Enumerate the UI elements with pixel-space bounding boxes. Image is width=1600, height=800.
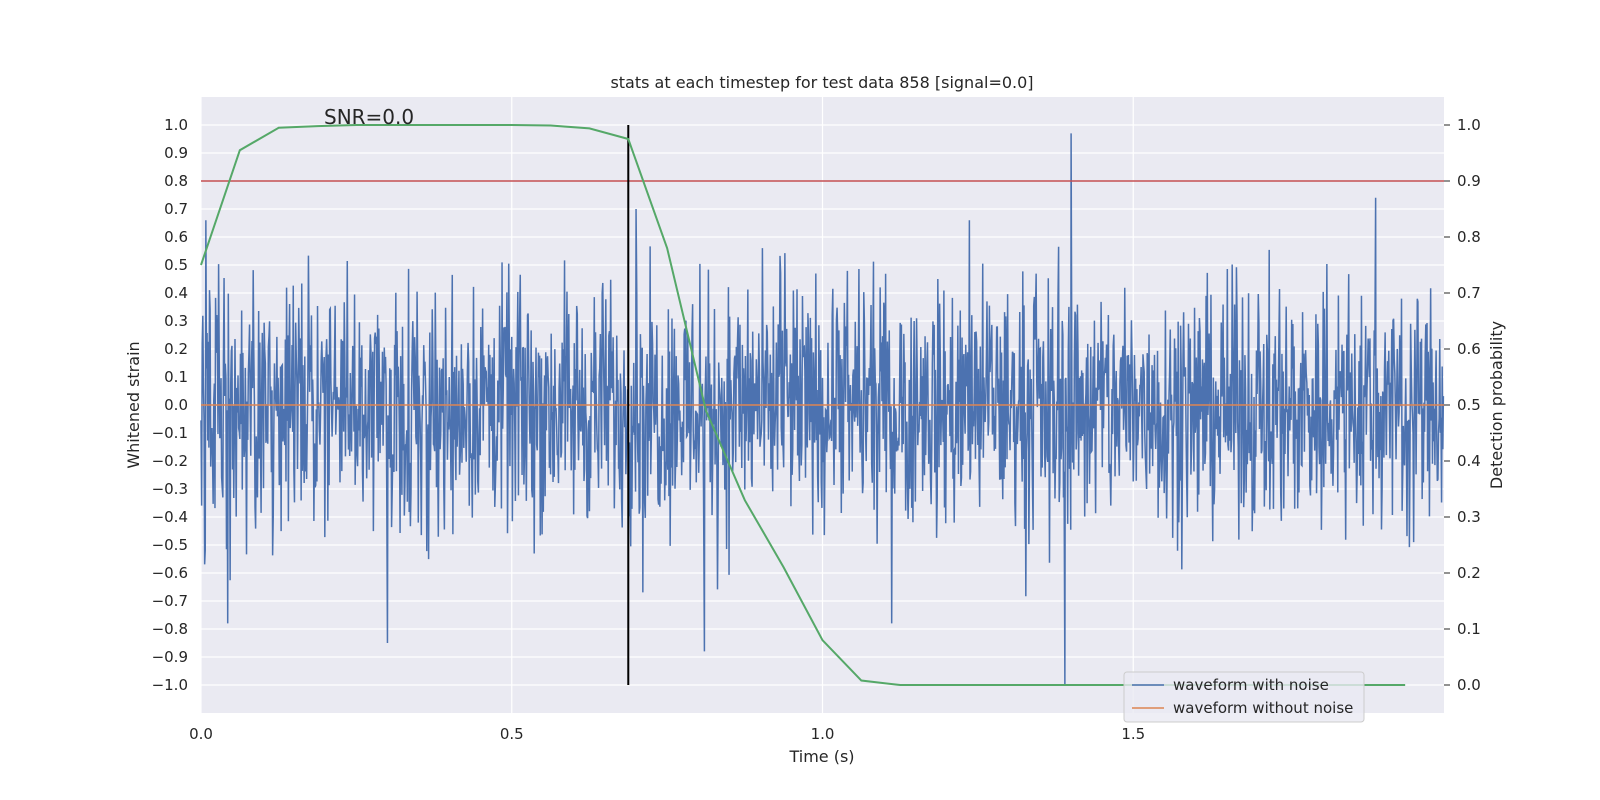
legend-label-waveform-without-noise: waveform without noise: [1173, 699, 1353, 717]
y2-tick-label: 0.8: [1457, 228, 1481, 246]
y-tick-label: 0.8: [164, 172, 188, 190]
y-tick-label: −1.0: [152, 676, 188, 694]
y2-tick-label: 0.1: [1457, 620, 1481, 638]
chart-title: stats at each timestep for test data 858…: [610, 73, 1033, 92]
y-tick-label: 0.7: [164, 200, 188, 218]
y-tick-label: 0.2: [164, 340, 188, 358]
y2-tick-label: 0.3: [1457, 508, 1481, 526]
y2-tick-label: 0.9: [1457, 172, 1481, 190]
y-tick-label: −0.6: [152, 564, 188, 582]
y2-tick-label: 0.0: [1457, 676, 1481, 694]
y-tick-label: −0.9: [152, 648, 188, 666]
y-tick-label: −0.3: [152, 480, 188, 498]
y-tick-label: 0.0: [164, 396, 188, 414]
y-axis-label: Whitened strain: [124, 341, 143, 468]
y2-tick-label: 0.7: [1457, 284, 1481, 302]
x-axis-label: Time (s): [788, 747, 854, 766]
y2-axis-label: Detection probability: [1487, 321, 1506, 489]
y-tick-label: 0.6: [164, 228, 188, 246]
x-tick-label: 0.0: [189, 725, 213, 743]
y-tick-label: −0.1: [152, 424, 188, 442]
left-axis-ticks: 1.0 0.9 0.8 0.7 0.6 0.5 0.4 0.3 0.2 0.1 0.0 −0.1 −0.…: [152, 116, 188, 694]
y2-tick-label: 1.0: [1457, 116, 1481, 134]
y-tick-label: 0.4: [164, 284, 188, 302]
y-tick-label: 1.0: [164, 116, 188, 134]
x-tick-label: 1.5: [1121, 725, 1145, 743]
y2-tick-label: 0.6: [1457, 340, 1481, 358]
x-axis-ticks: 0.0 0.5 1.0 1.5: [189, 725, 1145, 743]
x-tick-label: 1.0: [811, 725, 835, 743]
legend-label-waveform-with-noise: waveform with noise: [1173, 676, 1329, 694]
y-tick-label: 0.1: [164, 368, 188, 386]
y2-tick-label: 0.2: [1457, 564, 1481, 582]
y-tick-label: −0.7: [152, 592, 188, 610]
snr-annotation: SNR=0.0: [324, 105, 414, 129]
y-tick-label: 0.5: [164, 256, 188, 274]
y2-tick-label: 0.5: [1457, 396, 1481, 414]
y-tick-label: 0.9: [164, 144, 188, 162]
legend-box: [1123, 671, 1365, 723]
y-tick-label: −0.2: [152, 452, 188, 470]
y-tick-label: −0.4: [152, 508, 188, 526]
series-waveform-with-noise: [200, 133, 1445, 686]
y-tick-label: 0.3: [164, 312, 188, 330]
y-tick-label: −0.5: [152, 536, 188, 554]
x-tick-label: 0.5: [500, 725, 524, 743]
legend: waveform with noise waveform without noi…: [1123, 671, 1365, 723]
y2-tick-label: 0.4: [1457, 452, 1481, 470]
y-tick-label: −0.8: [152, 620, 188, 638]
right-axis-ticks: 1.0 0.9 0.8 0.7 0.6 0.5 0.4 0.3 0.2 0.1 0.0: [1444, 116, 1481, 694]
